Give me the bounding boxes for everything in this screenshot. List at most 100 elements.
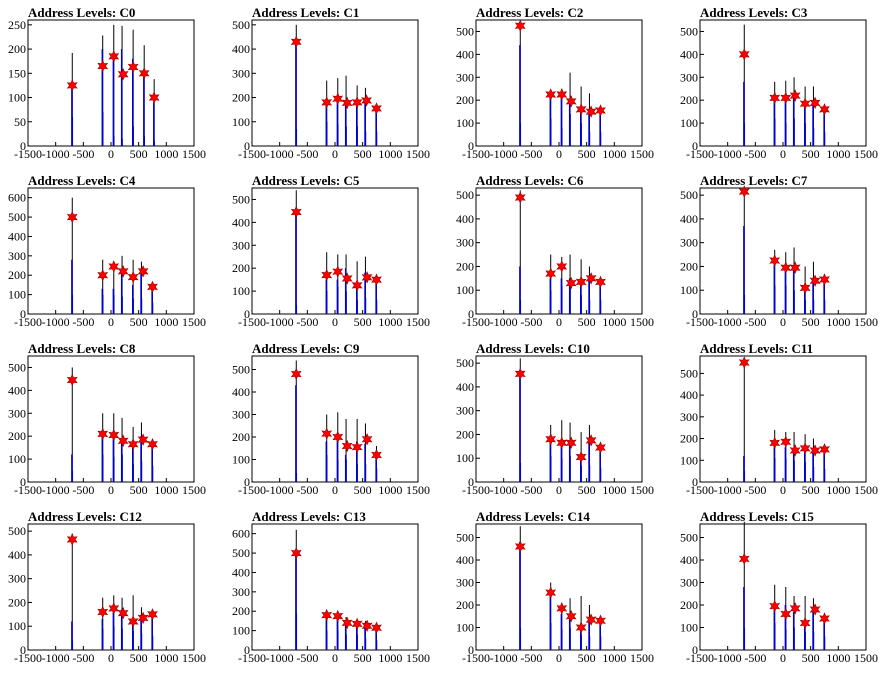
x-tick-label: -1000 [266,483,294,497]
y-tick-label: 100 [680,453,698,467]
x-tick-label: -500 [744,147,766,161]
panel-title: Address Levels: C2 [476,5,583,20]
x-tick-label: -1500 [238,483,266,497]
panel-title: Address Levels: C6 [476,173,584,188]
peak-marker [769,91,781,105]
y-tick-label: 50 [14,115,26,129]
peak-marker [321,608,333,622]
y-tick-label: 500 [456,531,474,545]
peak-marker [819,273,830,286]
y-tick-label: 0 [20,139,26,153]
x-tick-label: 500 [130,483,148,497]
peak-marker [809,274,821,287]
x-tick-label: -1000 [42,483,70,497]
y-tick-label: 400 [456,380,474,394]
peak-marker [789,602,801,615]
y-tick-label: 0 [468,307,474,321]
peak-marker [575,450,587,464]
y-tick-label: 200 [456,598,474,612]
peak-marker [738,185,750,198]
peak-marker [819,612,830,625]
x-tick-label: 1500 [182,651,206,665]
y-tick-label: 200 [680,259,698,273]
x-tick-label: 1000 [826,147,850,161]
peak-marker [137,611,149,625]
peak-marker [66,79,78,92]
plot-frame [699,19,867,147]
y-tick-label: 200 [232,261,250,275]
y-tick-label: 400 [680,212,698,226]
y-tick-label: 150 [8,66,26,80]
x-tick-label: -500 [296,651,318,665]
peak-marker [789,261,801,274]
x-tick-label: 500 [130,651,148,665]
y-tick-label: 200 [232,91,250,105]
peak-marker [361,271,373,284]
x-tick-label: -1000 [714,315,742,329]
x-tick-label: 0 [332,147,338,161]
peak-marker [585,434,597,447]
peak-marker [332,92,344,105]
peak-marker [769,254,781,267]
x-tick-label: -500 [520,651,542,665]
x-tick-label: -1500 [686,315,714,329]
y-tick-label: 300 [232,238,250,252]
plot-frame [251,355,419,483]
y-tick-label: 300 [456,404,474,418]
y-tick-label: 300 [232,585,250,599]
peak-marker [819,443,830,456]
peak-marker [575,621,587,634]
peak-marker [137,433,149,446]
x-tick-label: -500 [296,483,318,497]
y-tick-label: 500 [680,24,698,38]
peak-marker [514,191,526,204]
y-tick-label: 100 [8,288,26,302]
peak-marker [332,609,344,623]
peak-marker [321,427,333,440]
y-tick-label: 100 [680,621,698,635]
y-tick-label: 300 [8,249,26,263]
x-tick-label: -500 [72,315,94,329]
peak-marker [108,260,120,273]
x-tick-label: 1000 [602,315,626,329]
peak-marker [361,94,372,107]
x-tick-label: -500 [744,651,766,665]
peak-marker [565,610,577,623]
y-tick-label: 200 [8,42,26,56]
peak-marker [117,265,129,278]
y-tick-label: 400 [680,388,698,402]
y-tick-label: 600 [232,527,250,541]
peak-marker [127,270,139,284]
peak-marker [127,60,139,74]
x-tick-label: 1500 [182,315,206,329]
peak-marker [66,210,78,224]
x-tick-label: 0 [780,315,786,329]
y-tick-label: 200 [680,432,698,446]
y-tick-label: 100 [680,283,698,297]
peak-marker [780,91,792,105]
y-tick-label: 500 [456,356,474,370]
panel-title: Address Levels: C8 [28,341,136,356]
peak-marker [780,261,792,274]
x-tick-label: -1500 [14,651,42,665]
peak-marker [361,619,373,633]
peak-marker [769,436,781,450]
plot-frame [475,19,643,147]
peak-marker [66,533,78,546]
y-tick-label: 100 [8,452,26,466]
y-tick-label: 500 [8,210,26,224]
plot-frame [251,187,419,315]
x-tick-label: 500 [802,483,820,497]
panel-c5: Address Levels: C50100200300400500-1500-… [232,173,430,329]
x-tick-label: 500 [354,483,372,497]
x-tick-label: -1000 [490,147,518,161]
x-tick-label: 0 [108,651,114,665]
x-tick-label: 1500 [630,147,654,161]
peak-marker [148,91,160,104]
peak-marker [147,608,158,621]
x-tick-label: -1000 [490,315,518,329]
y-tick-label: 300 [456,236,474,250]
y-tick-label: 400 [680,47,698,61]
plot-frame [699,523,867,651]
y-tick-label: 100 [232,115,250,129]
